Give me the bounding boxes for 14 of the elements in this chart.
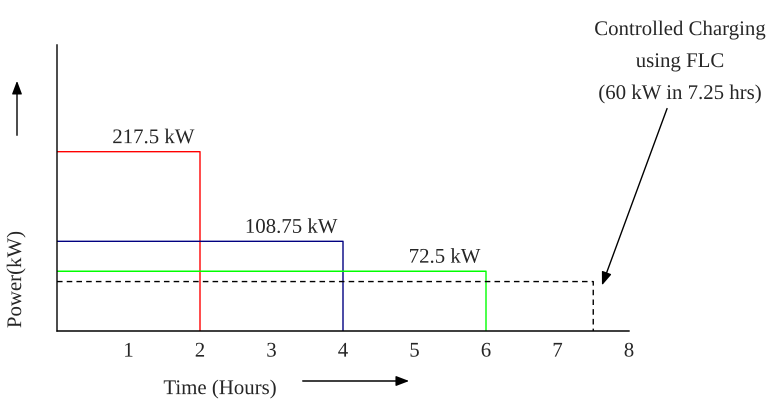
x-tick-label: 1: [125, 342, 132, 357]
x-tick-label: 5: [410, 342, 419, 357]
data-label: 108.75 kW: [246, 218, 338, 234]
x-tick-label: 3: [267, 342, 276, 357]
x-tick-label: 7: [554, 342, 562, 357]
annotation: Controlled Charging using FLC (60 kW in 7.25 hrs): [595, 20, 766, 104]
y-axis-title: Power(kW): [6, 232, 26, 328]
data-label: 72.5 kW: [410, 248, 480, 263]
x-tick-label: 4: [338, 342, 348, 357]
x-axis-title: Time (Hours): [164, 380, 276, 399]
data-label: 217.5 kW: [113, 128, 194, 144]
x-tick-label: 6: [482, 342, 491, 357]
x-tick-label: 8: [624, 342, 634, 357]
x-tick-label: 2: [196, 342, 204, 357]
